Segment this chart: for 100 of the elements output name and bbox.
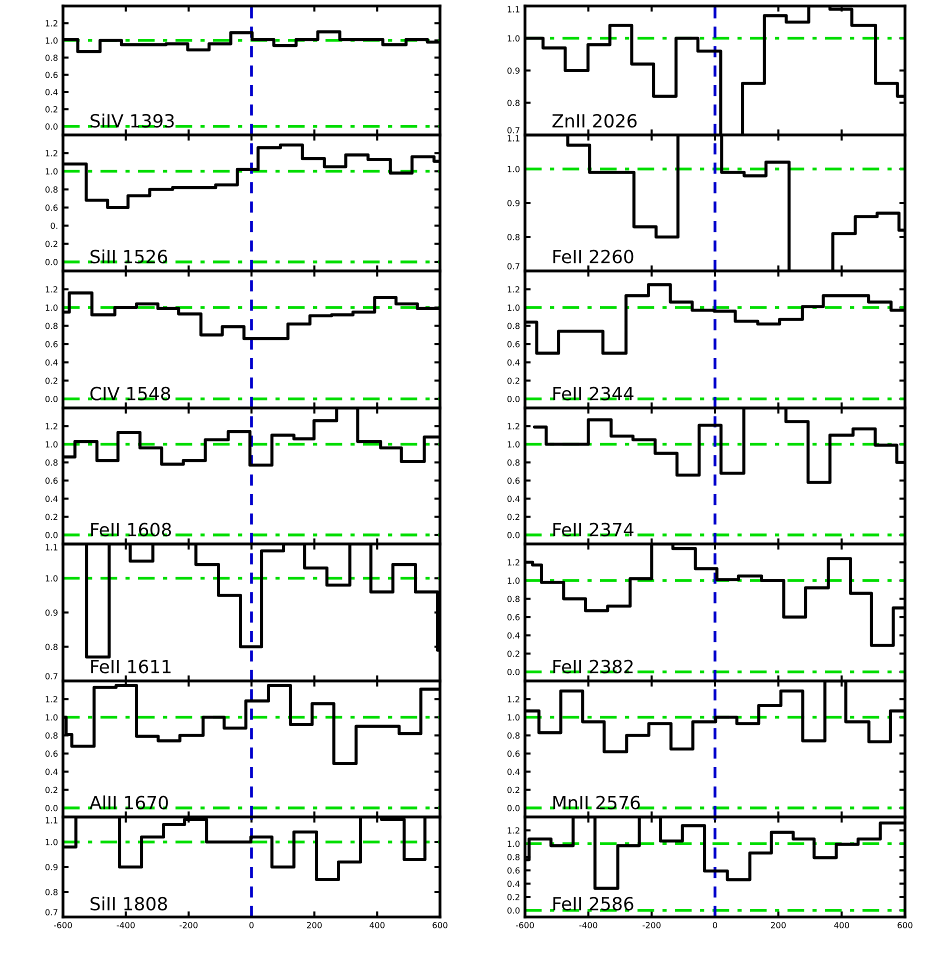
y-tick-label: 0.7 [45, 909, 58, 916]
y-tick-label: 0.8 [507, 732, 520, 739]
y-tick-label: 1.1 [46, 817, 58, 824]
x-tick-label: -400 [579, 922, 598, 928]
x-tick-label: 200 [770, 922, 786, 928]
y-tick-label: 0.4 [45, 768, 58, 775]
x-tick-label: 0 [249, 922, 254, 928]
y-tick-label: 0.8 [507, 100, 520, 106]
y-tick-label: 1.2 [46, 696, 58, 702]
y-tick-label: 0.2 [45, 378, 58, 384]
y-tick-label: 0.8 [507, 322, 520, 330]
y-tick-label: 0.8 [507, 596, 520, 602]
x-tick-label: -600 [516, 922, 534, 928]
x-tick-label: 400 [834, 922, 850, 928]
y-tick-label: 1.0 [46, 441, 58, 448]
y-tick-label: 1.2 [46, 150, 58, 156]
y-tick-label: 1.1 [508, 135, 520, 142]
annotation: FeII 1611 [91, 660, 171, 674]
x-tick-label: 0 [712, 922, 718, 928]
y-tick-label: 0.9 [45, 864, 58, 870]
y-tick-label: 0.2 [45, 786, 58, 794]
y-tick-label: 0.9 [45, 609, 58, 616]
y-tick-label: 0.2 [507, 378, 520, 384]
y-tick-label: 0.8 [45, 54, 58, 61]
y-tick-label: 1.0 [508, 166, 520, 172]
y-tick-label: 0.0 [507, 907, 520, 914]
y-tick-label: 1.1 [508, 6, 520, 12]
y-tick-label: 0.6 [45, 341, 58, 348]
annotation: AlII 1670 [90, 795, 168, 810]
y-tick-label: 1.0 [508, 578, 520, 584]
x-tick-label: -200 [642, 922, 661, 928]
annotation: FeII 2344 [553, 386, 634, 400]
y-tick-label: 1.2 [46, 20, 58, 26]
annotation: FeII 2586 [553, 896, 634, 910]
y-tick-label: 1.0 [508, 35, 520, 42]
y-tick-label: 0.7 [45, 673, 58, 680]
annotation: SiIV 1393 [90, 114, 174, 128]
y-tick-label: 0.8 [45, 644, 58, 650]
y-tick-label: 0.4 [45, 88, 58, 96]
y-tick-label: 0.2 [507, 894, 520, 900]
y-tick-label: 0.0 [45, 396, 58, 402]
x-tick-label: -200 [180, 922, 198, 928]
y-tick-label: 0.8 [45, 186, 58, 193]
y-tick-label: 0.0 [45, 258, 58, 266]
y-tick-label: 0.0 [507, 804, 520, 812]
y-tick-label: 0.8 [507, 459, 520, 466]
y-tick-label: 0.0 [507, 668, 520, 676]
y-tick-label: 1.0 [508, 441, 520, 448]
y-tick-label: 0.0 [507, 532, 520, 538]
y-tick-label: 0.6 [45, 478, 58, 484]
y-tick-label: 0.8 [45, 322, 58, 330]
y-tick-label: 0.2 [507, 650, 520, 657]
y-tick-label: 0.9 [507, 200, 520, 206]
y-tick-label: 0.6 [45, 72, 58, 78]
y-tick-label: 1.0 [508, 714, 520, 721]
y-tick-label: 0.4 [507, 496, 520, 502]
annotation: FeII 2260 [553, 250, 634, 264]
y-tick-label: 0.8 [45, 888, 58, 896]
y-tick-label: 1.2 [508, 827, 520, 834]
x-tick-label: 200 [306, 922, 322, 928]
y-tick-label: 1.0 [46, 714, 58, 721]
y-tick-label: 1.2 [508, 423, 520, 430]
y-tick-label: 1.0 [508, 304, 520, 311]
y-tick-label: 0.0 [45, 532, 58, 538]
y-tick-label: 0.6 [507, 341, 520, 348]
y-tick-label: 0.2 [45, 514, 58, 520]
annotation: CIV 1548 [90, 386, 170, 400]
y-tick-label: 0.6 [507, 867, 520, 874]
y-tick-label: 1.0 [46, 304, 58, 311]
y-tick-label: 0.0 [45, 123, 58, 130]
y-tick-label: 0.2 [507, 786, 520, 794]
y-tick-label: 0.4 [507, 359, 520, 366]
y-tick-label: 1.2 [508, 696, 520, 702]
y-tick-label: 1.0 [46, 37, 58, 44]
y-tick-label: 0.2 [45, 106, 58, 112]
annotation: SiII 1526 [90, 249, 168, 264]
x-tick-label: 600 [432, 922, 448, 928]
y-tick-label: 0.4 [507, 768, 520, 775]
y-tick-label: 0.6 [45, 204, 58, 211]
x-tick-label: 400 [370, 922, 385, 928]
y-tick-label: 0.4 [45, 496, 58, 502]
y-tick-label: 0.4 [45, 359, 58, 366]
y-tick-label: 1.2 [508, 559, 520, 566]
y-tick-label: 0.8 [507, 234, 520, 240]
y-tick-label: 0.7 [507, 263, 520, 270]
y-tick-label: 1.0 [508, 840, 520, 847]
annotation: FeII 1608 [91, 522, 171, 536]
y-tick-label: 0.9 [507, 67, 520, 74]
y-tick-label: 0. [50, 222, 58, 229]
annotation: MnII 2576 [553, 796, 640, 810]
x-tick-label: -400 [116, 922, 135, 928]
y-tick-label: 0.6 [45, 750, 58, 757]
y-tick-label: 1.2 [46, 286, 58, 292]
y-tick-label: 0.4 [507, 632, 520, 639]
y-tick-label: 1.0 [46, 168, 58, 175]
y-tick-label: 0.8 [45, 459, 58, 466]
y-tick-label: 0.6 [507, 478, 520, 484]
x-tick-label: 600 [898, 922, 912, 928]
y-tick-label: 0.4 [507, 880, 520, 887]
annotation: FeII 2374 [553, 522, 634, 536]
